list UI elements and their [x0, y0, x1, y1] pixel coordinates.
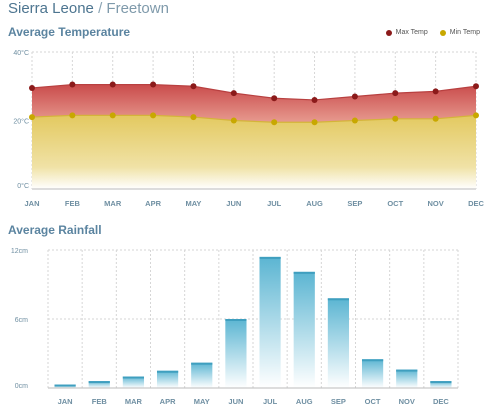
- temperature-x-tick-label: FEB: [65, 199, 81, 208]
- country-name: Sierra Leone: [8, 0, 94, 17]
- temperature-x-tick-label: DEC: [468, 199, 484, 208]
- city-name: Freetown: [106, 0, 169, 17]
- temperature-y-tick-label: 20°C: [13, 118, 29, 126]
- max-temp-point: [150, 81, 157, 88]
- min-temp-point: [351, 117, 358, 124]
- legend-min-label: Min Temp: [449, 29, 480, 36]
- rainfall-bar-cap: [122, 376, 145, 379]
- min-temp-point: [230, 117, 237, 124]
- rainfall-x-tick-label: JAN: [58, 397, 73, 406]
- rainfall-bar-cap: [225, 319, 247, 321]
- max-temp-point: [230, 90, 237, 97]
- max-temp-point: [69, 81, 76, 88]
- min-temp-point: [392, 115, 399, 122]
- max-temp-point: [392, 90, 399, 97]
- rainfall-bar: [88, 381, 110, 388]
- max-temp-point: [311, 96, 318, 103]
- rainfall-chart-title: Average Rainfall: [8, 223, 102, 237]
- max-temp-point: [351, 93, 358, 100]
- rainfall-x-tick-label: NOV: [399, 397, 415, 406]
- rainfall-bar-cap: [156, 370, 179, 373]
- legend-max-dot: [385, 29, 392, 36]
- rainfall-bar: [361, 359, 384, 388]
- temperature-chart-title: Average Temperature: [8, 25, 131, 39]
- temperature-chart: 0°C 20°C 40°C JAN FEB MAR APR MAY JUN JUL AUG SEP OC…: [13, 49, 484, 208]
- rainfall-bar-cap: [396, 369, 418, 372]
- min-temp-area: [32, 115, 476, 189]
- min-temp-point: [150, 112, 157, 119]
- temperature-y-tick-label: 0°C: [17, 182, 29, 190]
- max-temp-point: [473, 83, 479, 90]
- rainfall-bar-cap: [327, 298, 350, 301]
- temperature-x-tick-label: JAN: [24, 199, 39, 208]
- max-temp-point: [109, 81, 116, 88]
- max-temp-point: [271, 95, 278, 102]
- rainfall-grid: [47, 249, 459, 389]
- min-temp-line: [31, 114, 477, 123]
- temperature-x-tick-label: OCT: [387, 199, 403, 208]
- legend-max-label: Max Temp: [395, 29, 428, 36]
- rainfall-x-tick-label: APR: [160, 397, 176, 406]
- min-temp-point: [271, 119, 278, 126]
- rainfall-bar: [430, 381, 452, 388]
- rainfall-bar-cap: [54, 384, 76, 387]
- temperature-y-tick-label: 40°C: [13, 49, 29, 57]
- rainfall-bar: [396, 369, 418, 388]
- temperature-x-tick-label: NOV: [428, 199, 444, 208]
- max-temp-line: [31, 83, 477, 101]
- rainfall-bar: [327, 298, 350, 388]
- rainfall-bar-cap: [361, 359, 384, 362]
- temperature-x-tick-label: JUN: [226, 199, 241, 208]
- rainfall-x-tick-label: SEP: [331, 397, 346, 406]
- rainfall-bar: [122, 376, 145, 388]
- min-temp-point: [29, 114, 35, 121]
- rainfall-bar: [156, 370, 179, 388]
- min-temp-point: [109, 112, 116, 119]
- rainfall-bar-cap: [430, 381, 452, 384]
- rainfall-y-tick-label: 12cm: [11, 248, 28, 255]
- temperature-legend: Max Temp Min Temp: [385, 29, 480, 36]
- rainfall-x-tick-label: JUN: [228, 397, 243, 406]
- rainfall-bar-cap: [191, 362, 213, 365]
- max-temp-point: [432, 88, 439, 95]
- rainfall-bar-cap: [88, 381, 110, 384]
- rainfall-bar-cap: [293, 271, 315, 274]
- rainfall-x-tick-label: DEC: [433, 397, 449, 406]
- rainfall-x-tick-label: MAR: [125, 397, 143, 406]
- page-title: Sierra Leone / Freetown: [8, 0, 169, 18]
- rainfall-bar-cap: [259, 256, 281, 259]
- rainfall-x-tick-label: FEB: [92, 397, 108, 406]
- rainfall-chart: 0cm 6cm 12cm JAN FEB MAR APR MAY JUN JUL AUG SEP OCT…: [11, 248, 459, 406]
- temperature-x-tick-label: MAY: [185, 199, 201, 208]
- max-temp-point: [190, 83, 197, 90]
- min-temp-point: [311, 119, 318, 126]
- rainfall-x-tick-label: OCT: [365, 397, 381, 406]
- min-temp-point: [190, 114, 197, 121]
- min-temp-point: [432, 115, 439, 122]
- rainfall-y-tick-label: 0cm: [15, 383, 28, 390]
- temperature-x-tick-label: MAR: [104, 199, 122, 208]
- temperature-x-tick-label: SEP: [347, 199, 362, 208]
- rainfall-y-tick-label: 6cm: [15, 317, 28, 324]
- max-temp-point: [29, 84, 35, 91]
- legend-item-max-temp: Max Temp: [385, 29, 428, 36]
- legend-min-dot: [439, 29, 446, 36]
- rainfall-x-tick-label: MAY: [194, 397, 210, 406]
- legend-item-min-temp: Min Temp: [439, 29, 480, 36]
- temperature-x-tick-label: AUG: [306, 199, 323, 208]
- rainfall-bar: [293, 271, 315, 388]
- title-separator: /: [98, 0, 103, 17]
- rainfall-bar: [259, 256, 281, 388]
- rainfall-x-tick-label: AUG: [296, 397, 313, 406]
- min-temp-point: [473, 112, 479, 119]
- rainfall-bar: [225, 319, 247, 388]
- temperature-x-tick-label: JUL: [267, 199, 282, 208]
- rainfall-x-tick-label: JUL: [263, 397, 278, 406]
- rainfall-bar: [191, 362, 213, 388]
- temperature-x-tick-label: APR: [145, 199, 161, 208]
- max-temp-area: [32, 84, 476, 123]
- min-temp-point: [69, 112, 76, 119]
